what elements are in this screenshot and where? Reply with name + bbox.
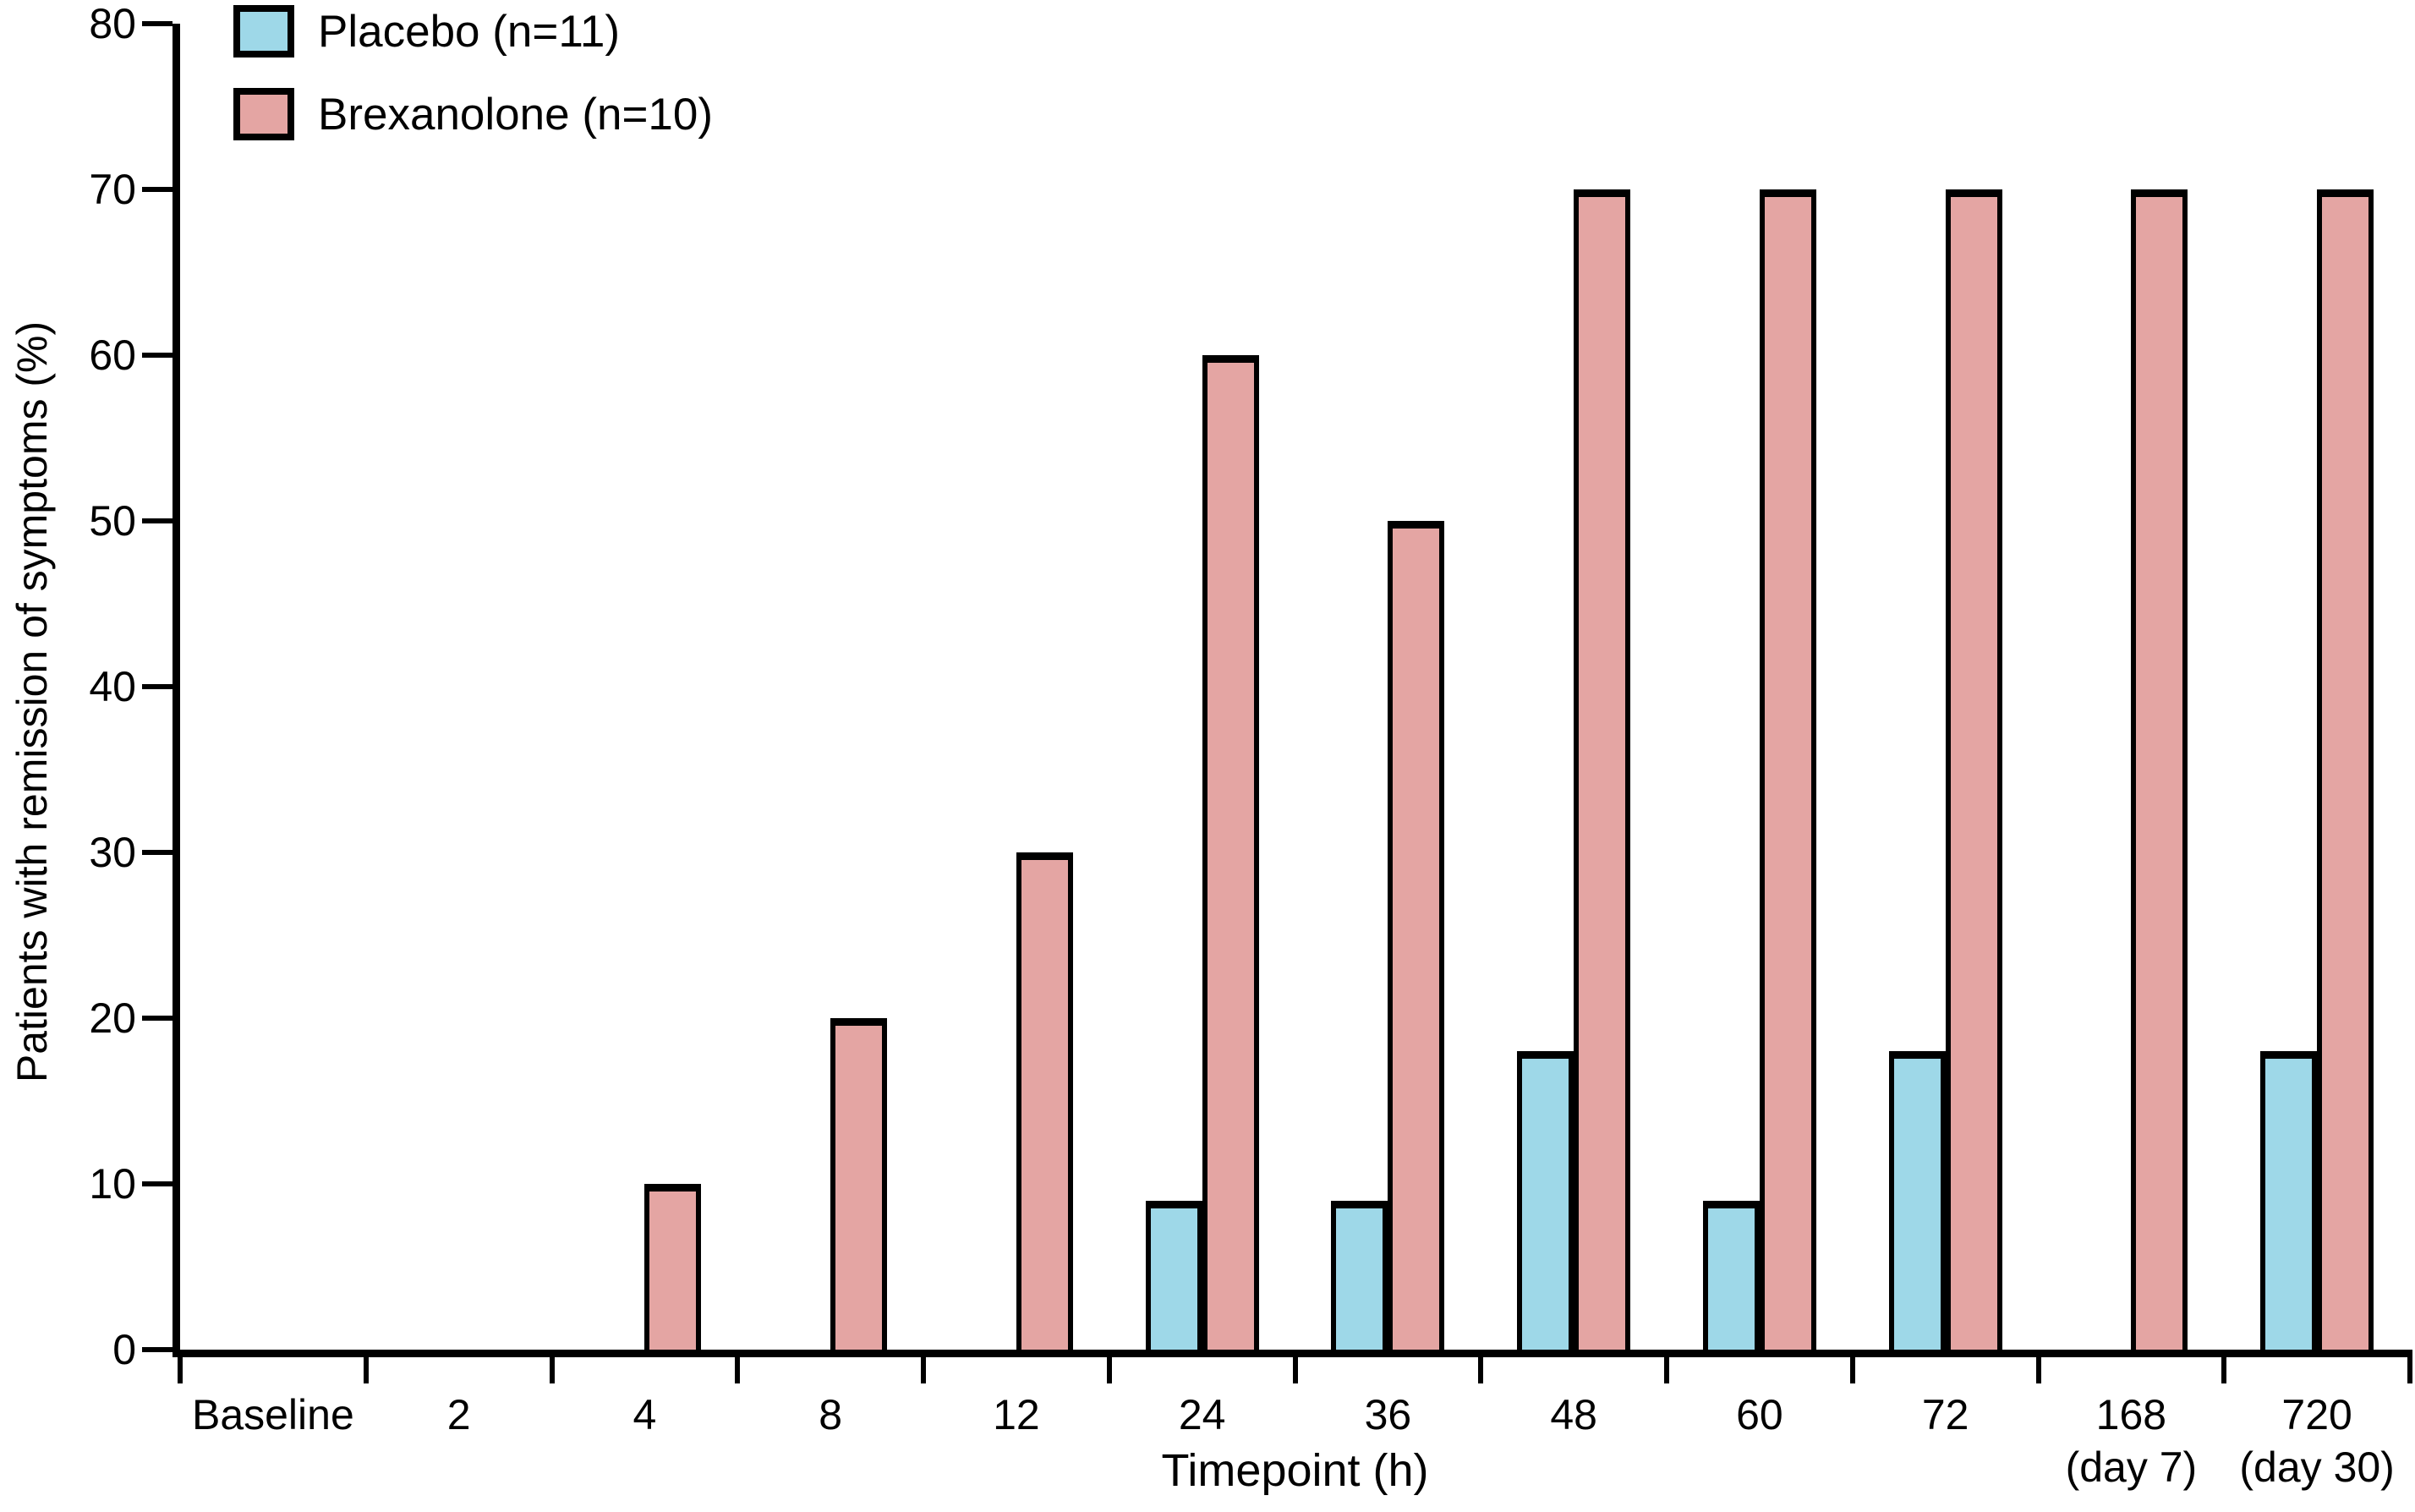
category-label-main: 24 [1178,1391,1226,1438]
x-axis-title: Timepoint (h) [1161,1445,1429,1496]
y-axis-tick-label: 70 [89,166,136,213]
bar-group [1667,24,1853,1350]
bar-placebo [1331,1200,1388,1350]
legend-label-brexanolone: Brexanolone (n=10) [318,89,714,140]
x-axis-category-label: 168 (day 7) [2039,1389,2225,1493]
bar-group [1853,24,2039,1350]
category-label-main: 12 [993,1391,1040,1438]
y-axis-tick [142,518,172,523]
bar-group [737,24,923,1350]
category-label-main: 36 [1364,1391,1412,1438]
category-label-sub: (day 30) [2239,1444,2395,1491]
x-axis-category-label: 2 [366,1389,552,1441]
category-label-main: 72 [1921,1391,1969,1438]
x-axis-tick [1292,1350,1298,1383]
category-label-sub: (day 7) [2065,1444,2198,1491]
y-axis-tick-label: 10 [89,1160,136,1208]
y-axis-tick-label: 20 [89,994,136,1042]
bar-brexanolone [830,1018,888,1350]
y-axis-tick [142,1016,172,1021]
x-axis-tick [1478,1350,1484,1383]
x-axis-category-label: 720 (day 30) [2224,1389,2410,1493]
y-axis-tick [142,1181,172,1186]
category-label-main: Baseline [191,1391,354,1438]
bar-group [366,24,552,1350]
y-axis-title: Patients with remission of symptoms (%) [8,320,56,1083]
legend-swatch-brexanolone [233,88,294,140]
x-axis-category-label: 60 [1667,1389,1853,1441]
y-axis-tick [142,21,172,26]
category-label-main: 60 [1736,1391,1783,1438]
x-axis-tick [1106,1350,1112,1383]
bar-brexanolone [1388,521,1445,1350]
bar-brexanolone [644,1184,702,1350]
x-axis-category-label: Baseline [180,1389,366,1441]
x-axis-tick [178,1350,183,1383]
y-axis-tick-label: 0 [112,1326,136,1373]
y-axis-tick-label: 80 [89,0,136,47]
x-axis-tick [2407,1350,2412,1383]
y-axis-tick [142,684,172,689]
legend-label-placebo: Placebo (n=11) [318,6,620,57]
legend: Placebo (n=11) Brexanolone (n=10) [233,5,713,171]
x-axis-category-label: 48 [1481,1389,1667,1441]
bar-brexanolone [2317,189,2374,1350]
bar-placebo [1702,1200,1760,1350]
x-axis-tick [2035,1350,2041,1383]
y-axis-tick [142,1347,172,1352]
x-axis-category-label: 24 [1109,1389,1295,1441]
category-label-main: 4 [632,1391,657,1438]
category-label-main: 2 [446,1391,471,1438]
bar-group [923,24,1109,1350]
x-axis-tick [2221,1350,2227,1383]
x-axis-tick [921,1350,926,1383]
category-label-main: 720 [2281,1391,2352,1438]
y-axis-tick [142,850,172,855]
y-axis-tick [142,353,172,358]
x-axis-tick [735,1350,741,1383]
bar-placebo [1517,1051,1574,1350]
bar-group [2224,24,2410,1350]
x-axis-tick [549,1350,555,1383]
x-axis-category-label: 4 [552,1389,738,1441]
y-axis-tick-label: 30 [89,829,136,876]
category-label-main: 48 [1550,1391,1597,1438]
legend-item-placebo: Placebo (n=11) [233,5,713,58]
bar-brexanolone [1016,852,1073,1350]
category-label-main: 168 [2095,1391,2167,1438]
bar-placebo [1888,1051,1946,1350]
bar-brexanolone [1759,189,1816,1350]
y-axis-tick-label: 40 [89,663,136,710]
legend-item-brexanolone: Brexanolone (n=10) [233,88,713,140]
y-axis-tick-label: 50 [89,497,136,545]
bar-placebo [1145,1200,1202,1350]
plot-area: Timepoint (h) 0 10 20 30 40 50 60 70 80 Baseline 2… [89,3,2412,1496]
bar-group [180,24,366,1350]
y-axis-tick-label: 60 [89,331,136,379]
bar-placebo [2260,1051,2318,1350]
x-axis-category-label: 72 [1853,1389,2039,1441]
bar-group [552,24,738,1350]
bar-brexanolone [1945,189,2002,1350]
y-axis-tick [142,187,172,192]
bar-brexanolone [1574,189,1631,1350]
legend-swatch-placebo [233,5,294,58]
x-axis-tick [363,1350,369,1383]
bar-brexanolone [1202,355,1259,1350]
bar-brexanolone [2131,189,2188,1350]
bar-group [1295,24,1481,1350]
bar-group [1109,24,1295,1350]
bar-group [2039,24,2225,1350]
x-axis-tick [1849,1350,1855,1383]
x-axis-tick [1664,1350,1669,1383]
category-label-main: 8 [819,1391,843,1438]
x-axis-category-label: 8 [737,1389,923,1441]
x-axis-category-label: 36 [1295,1389,1481,1441]
x-axis-category-label: 12 [923,1389,1109,1441]
bar-group [1481,24,1667,1350]
